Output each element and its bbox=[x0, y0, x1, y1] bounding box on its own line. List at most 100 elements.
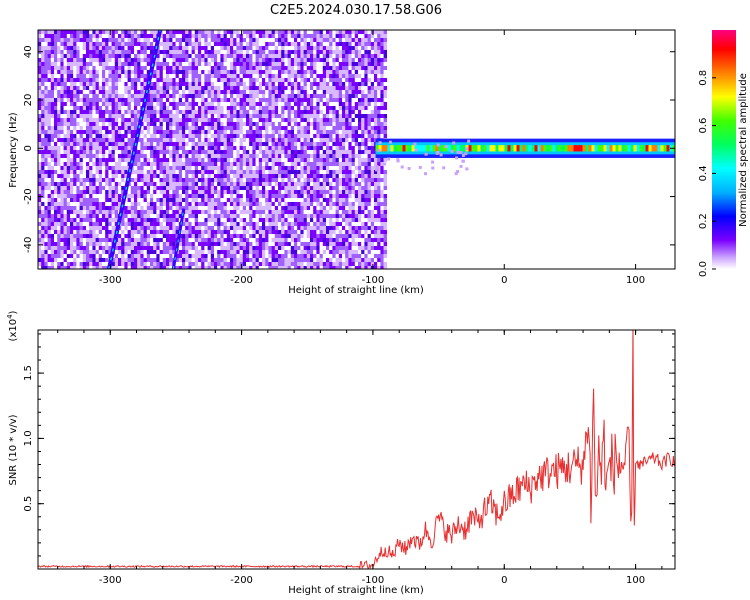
noise-cell bbox=[281, 106, 285, 111]
noise-cell bbox=[162, 130, 167, 135]
noise-cell bbox=[246, 82, 250, 87]
noise-cell bbox=[210, 194, 215, 199]
noise-cell bbox=[182, 222, 186, 227]
noise-cell bbox=[278, 150, 282, 155]
noise-cell bbox=[166, 54, 170, 59]
noise-cell bbox=[114, 142, 119, 147]
noise-cell bbox=[204, 230, 208, 235]
noise-cell bbox=[50, 178, 55, 183]
noise-cell bbox=[60, 82, 64, 87]
noise-cell bbox=[82, 42, 87, 47]
noise-cell bbox=[127, 82, 131, 87]
noise-cell bbox=[262, 142, 266, 147]
noise-cell bbox=[143, 202, 147, 207]
noise-cell bbox=[146, 46, 151, 51]
noise-cell bbox=[198, 42, 202, 47]
noise-cell bbox=[294, 206, 298, 211]
noise-cell bbox=[38, 234, 42, 239]
noise-cell bbox=[134, 230, 138, 235]
noise-cell bbox=[201, 134, 205, 139]
noise-cell bbox=[220, 50, 224, 55]
noise-cell bbox=[287, 198, 291, 203]
noise-cell bbox=[60, 150, 64, 155]
noise-cell bbox=[297, 134, 301, 139]
noise-cell bbox=[76, 126, 80, 131]
noise-cell bbox=[226, 146, 231, 151]
noise-cell bbox=[175, 230, 179, 235]
noise-cell bbox=[185, 254, 189, 259]
noise-cell bbox=[76, 258, 80, 263]
noise-cell bbox=[47, 206, 51, 211]
noise-cell bbox=[188, 150, 192, 155]
noise-cell bbox=[47, 78, 51, 83]
noise-cell bbox=[98, 74, 103, 79]
noise-cell bbox=[204, 254, 208, 259]
noise-cell bbox=[76, 110, 80, 115]
noise-cell bbox=[201, 38, 205, 43]
noise-cell bbox=[41, 266, 45, 269]
noise-cell bbox=[70, 34, 74, 39]
noise-cell bbox=[284, 154, 288, 159]
noise-cell bbox=[233, 134, 237, 139]
noise-cell bbox=[143, 50, 147, 55]
noise-cell bbox=[249, 254, 253, 259]
noise-cell bbox=[38, 190, 42, 195]
noise-cell bbox=[159, 194, 163, 199]
noise-cell bbox=[249, 166, 253, 171]
noise-cell bbox=[188, 106, 192, 111]
noise-cell bbox=[134, 70, 138, 75]
noise-cell bbox=[297, 94, 301, 99]
noise-cell bbox=[111, 70, 115, 75]
noise-cell bbox=[50, 170, 55, 175]
noise-cell bbox=[281, 50, 285, 55]
noise-cell bbox=[86, 38, 90, 43]
noise-cell bbox=[274, 106, 279, 111]
noise-cell bbox=[262, 170, 266, 175]
noise-cell bbox=[297, 246, 301, 251]
noise-cell bbox=[278, 134, 282, 139]
noise-cell bbox=[127, 118, 131, 123]
noise-cell bbox=[92, 210, 96, 215]
noise-cell bbox=[178, 170, 183, 175]
noise-cell bbox=[44, 62, 48, 67]
noise-cell bbox=[175, 194, 179, 199]
noise-cell bbox=[137, 218, 141, 223]
noise-cell bbox=[297, 78, 301, 83]
noise-cell bbox=[66, 154, 71, 159]
noise-cell bbox=[236, 206, 240, 211]
noise-cell bbox=[287, 54, 291, 59]
noise-cell bbox=[111, 138, 115, 143]
noise-cell bbox=[287, 162, 291, 167]
noise-cell bbox=[98, 118, 103, 123]
noise-cell bbox=[57, 266, 61, 269]
noise-cell bbox=[188, 194, 192, 199]
noise-region bbox=[38, 30, 387, 269]
noise-cell bbox=[92, 162, 96, 167]
noise-cell bbox=[79, 74, 83, 79]
noise-cell bbox=[300, 58, 304, 63]
noise-cell bbox=[191, 82, 195, 87]
noise-cell bbox=[239, 74, 243, 79]
noise-cell bbox=[220, 234, 224, 239]
noise-cell bbox=[223, 98, 227, 103]
noise-cell bbox=[98, 166, 103, 171]
noise-cell bbox=[111, 78, 115, 83]
noise-cell bbox=[290, 258, 295, 263]
noise-cell bbox=[172, 86, 176, 91]
noise-cell bbox=[92, 38, 96, 43]
noise-cell bbox=[79, 170, 83, 175]
noise-cell bbox=[246, 206, 250, 211]
noise-cell bbox=[169, 94, 173, 99]
noise-cell bbox=[239, 222, 243, 227]
noise-cell bbox=[217, 250, 221, 255]
noise-cell bbox=[281, 226, 285, 231]
noise-cell bbox=[182, 206, 186, 211]
noise-cell bbox=[86, 250, 90, 255]
noise-cell bbox=[114, 258, 119, 263]
noise-cell bbox=[150, 34, 154, 39]
noise-cell bbox=[166, 154, 170, 159]
noise-cell bbox=[223, 86, 227, 91]
noise-cell bbox=[204, 38, 208, 43]
noise-cell bbox=[226, 230, 231, 235]
noise-cell bbox=[156, 210, 160, 215]
